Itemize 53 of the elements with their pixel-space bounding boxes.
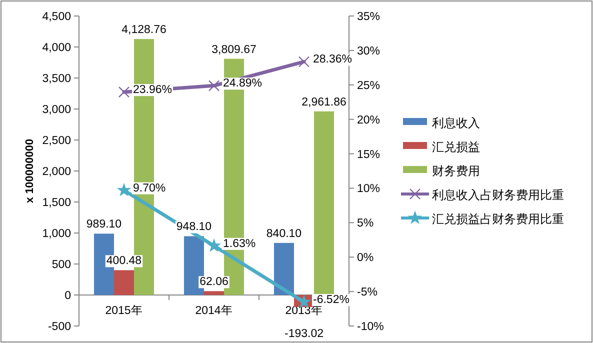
data-label: 4,128.76 [122,24,166,36]
legend-label: 利息收入占财务费用比重 [432,188,564,202]
data-label: 948.10 [176,221,212,234]
bar [204,291,224,295]
data-label: 23.96% [133,84,172,96]
y-tick-label: 2,500 [42,135,71,147]
bar [114,270,134,295]
y2-tick-label: 15% [357,148,380,161]
point [208,80,220,92]
y2-tick-label: 0% [357,252,374,264]
y-tick-label: 3,500 [42,73,71,85]
x-tick-label: 2014年 [195,304,233,317]
y-tick-label: 2,000 [42,166,71,178]
data-label: 3,809.67 [212,44,256,56]
y-tick-label: 0 [64,290,71,302]
data-label: 2,961.86 [302,96,346,108]
bar [274,242,294,295]
y-tick-label: 3,000 [42,104,71,116]
y-tick-label: 4,500 [42,11,71,23]
legend-label: 汇兑损益占财务费用比重 [432,212,564,226]
y2-tick-label: 35% [357,11,380,23]
y-tick-label: 500 [52,259,71,271]
y2-tick-label: 20% [357,114,380,126]
data-label: 28.36% [313,54,352,66]
point [298,56,310,68]
y-axis-title: x 100000000 [24,138,36,204]
x-tick-label: 2015年 [105,304,143,317]
legend-label: 利息收入 [432,116,480,130]
y2-tick-label: 30% [357,45,380,58]
data-label: 24.89% [223,78,262,90]
y2-tick-label: -5% [357,286,378,299]
data-label: -6.52% [313,294,350,306]
y2-tick-label: -10% [357,321,384,333]
data-label: 840.10 [266,228,302,240]
legend-label: 财务费用 [432,164,480,178]
data-label: 989.10 [86,218,122,231]
data-label: 62.06 [200,276,228,288]
data-label: 9.70% [133,182,166,194]
bar [314,111,334,295]
point [118,86,130,98]
point [208,239,220,252]
y-tick-label: 1,500 [42,197,71,209]
y2-tick-label: 10% [357,183,380,196]
data-label: 400.48 [106,255,142,268]
legend-label: 汇兑损益 [432,140,480,154]
y2-tick-label: 25% [357,80,380,92]
y-tick-label: 1,000 [42,228,71,240]
point [118,183,130,196]
data-label: 1.63% [223,238,256,250]
y-tick-label: 4,000 [42,42,71,54]
y2-tick-label: 5% [357,218,374,230]
data-label: -193.02 [284,328,324,340]
y-tick-label: -500 [48,321,71,333]
